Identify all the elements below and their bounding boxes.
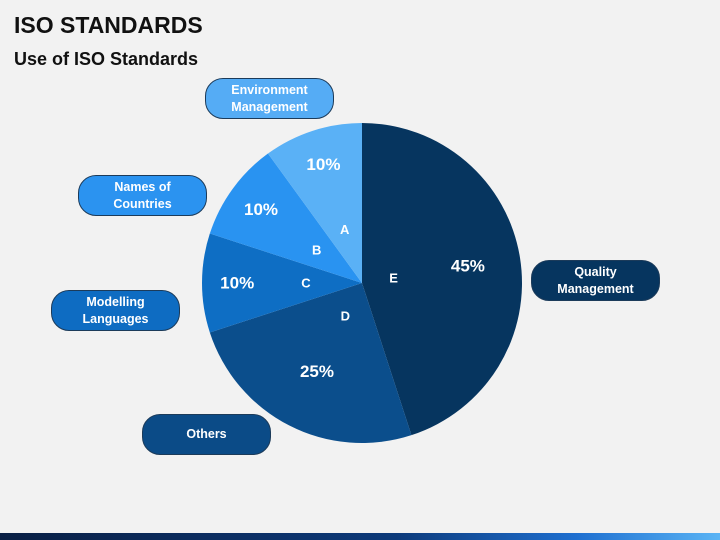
- callout-others: Others: [142, 414, 271, 455]
- pie-value-label-b: 10%: [244, 200, 278, 219]
- callout-environment-management: Environment Management: [205, 78, 334, 119]
- pie-slice-e: [362, 123, 522, 436]
- pie-slice-c: [202, 233, 362, 333]
- callout-names-of-countries: Names of Countries: [78, 175, 207, 216]
- callout-others-label: Others: [186, 427, 227, 441]
- pie-slice-a: [267, 123, 362, 283]
- pie-slice-b: [209, 153, 362, 283]
- pie-letter-label-c: C: [301, 276, 311, 291]
- pie-slice-d: [209, 283, 412, 443]
- callout-names-of-countries-label: Names of Countries: [113, 179, 172, 211]
- pie-value-label-e: 45%: [451, 257, 485, 276]
- pie-letter-label-a: A: [340, 222, 350, 237]
- pie-value-label-d: 25%: [300, 362, 334, 381]
- pie-value-label-a: 10%: [306, 155, 340, 174]
- callout-quality-management-label: Quality Management: [557, 264, 634, 296]
- callout-modelling-languages-label: Modelling Languages: [82, 294, 149, 326]
- page-subtitle: Use of ISO Standards: [14, 49, 199, 69]
- page-title: ISO STANDARDS: [14, 12, 203, 38]
- pie-value-label-c: 10%: [220, 274, 254, 293]
- bottom-accent-bar: [0, 533, 720, 540]
- callout-quality-management: Quality Management: [531, 260, 660, 301]
- pie-letter-label-d: D: [341, 308, 350, 323]
- pie-letter-label-e: E: [389, 270, 398, 285]
- callout-environment-management-label: Environment Management: [231, 82, 308, 114]
- callout-modelling-languages: Modelling Languages: [51, 290, 180, 331]
- pie-letter-label-b: B: [312, 243, 321, 258]
